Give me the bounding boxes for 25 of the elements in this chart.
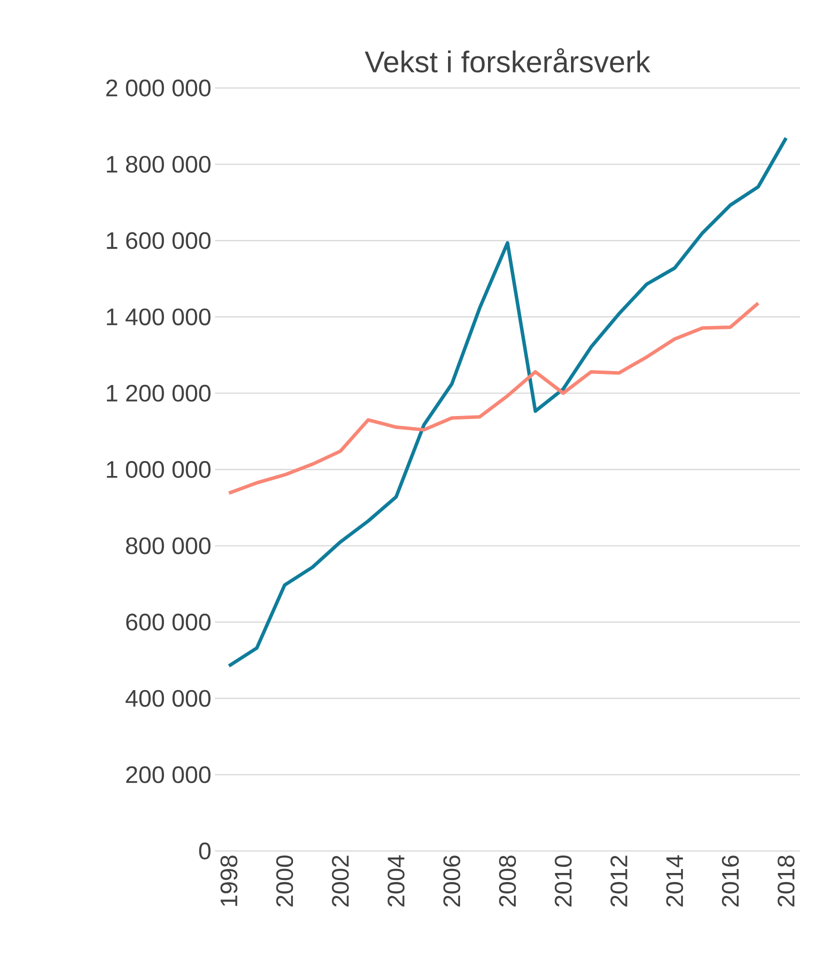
x-tick-label: 2006 [443, 856, 460, 907]
x-tick-label: 2014 [666, 855, 684, 907]
y-tick-label: 2 000 000 [106, 80, 211, 96]
chart-title: Vekst i forskerårsverk [364, 48, 650, 72]
y-tick-label: 400 000 [126, 690, 211, 707]
y-tick-label: 0 [199, 842, 211, 860]
x-tick-label: 2000 [276, 855, 294, 907]
line-series [227, 136, 788, 668]
line-series [227, 301, 760, 495]
x-tick-label: 2008 [499, 856, 516, 907]
y-tick-label: 1 000 000 [106, 461, 211, 478]
x-tick-label: 2002 [332, 856, 349, 907]
x-tick-label: 2016 [722, 856, 739, 907]
x-tick-label: 1998 [220, 856, 238, 906]
y-tick-label: 600 000 [126, 614, 211, 631]
y-tick-label: 200 000 [126, 766, 211, 784]
y-tick-label: 1 600 000 [106, 232, 211, 250]
x-tick-label: 2018 [778, 856, 795, 907]
x-tick-label: 2010 [554, 855, 572, 907]
y-tick-label: 1 400 000 [106, 308, 211, 326]
x-tick-label: 2004 [388, 855, 405, 907]
y-tick-label: 1 200 000 [106, 384, 211, 402]
y-tick-label: 1 800 000 [106, 156, 211, 173]
x-tick-label: 2012 [610, 856, 628, 907]
y-tick-label: 800 000 [126, 537, 211, 554]
